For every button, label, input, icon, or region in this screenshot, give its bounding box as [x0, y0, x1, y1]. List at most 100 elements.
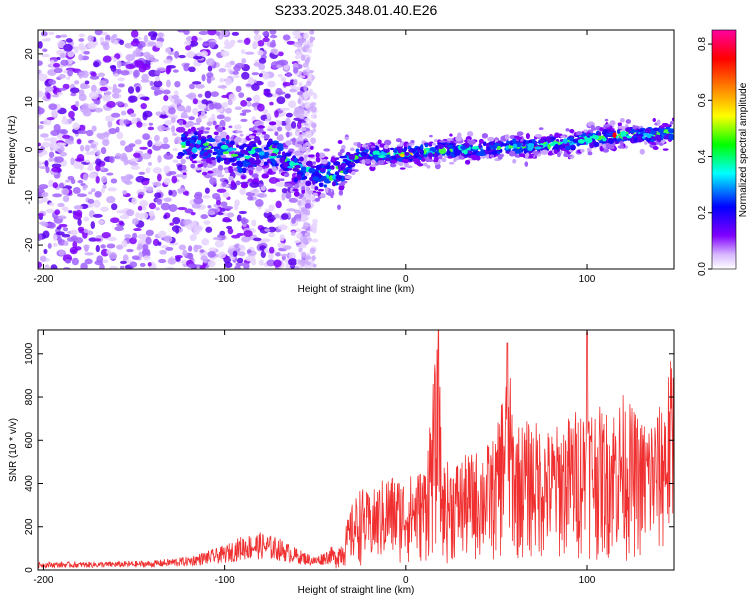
spectrogram-cell — [282, 162, 289, 169]
spectrogram-cell — [154, 76, 160, 82]
spectrogram-cell — [390, 147, 394, 151]
spectrogram-cell — [306, 232, 311, 238]
spectrogram-cell — [541, 149, 549, 155]
spectrogram-cell — [253, 34, 262, 42]
spectrogram-cell — [642, 132, 649, 136]
spectrogram-cell — [218, 68, 227, 73]
spectrogram-cell — [127, 86, 135, 94]
spectrogram-cell — [62, 115, 67, 122]
spectrogram-cell — [48, 202, 55, 207]
spectrogram-cell — [56, 91, 63, 96]
spectrogram-cell — [275, 181, 286, 188]
spectrogram-cell — [130, 157, 139, 162]
spectrogram-cell — [242, 167, 247, 174]
x-tick-label: 0 — [403, 274, 409, 285]
spectrogram-cell — [250, 257, 257, 266]
spectrogram-cell — [198, 30, 209, 35]
spectrogram-cell — [639, 148, 645, 155]
spectrogram-cell — [157, 124, 166, 132]
spectrogram-cell — [268, 246, 275, 254]
spectrogram-cell — [410, 139, 415, 144]
spectrogram-cell — [205, 157, 212, 164]
spectrogram-cell — [238, 92, 245, 98]
spectrogram-cell — [100, 175, 108, 184]
spectrogram-cell — [348, 168, 353, 173]
spectrogram-cell — [289, 88, 297, 93]
spectrogram-cell — [602, 143, 607, 149]
spectrogram-cell — [439, 140, 447, 143]
spectrogram-cell — [616, 138, 623, 142]
figure-title: S233.2025.348.01.40.E26 — [275, 2, 438, 18]
spectrogram-cell — [624, 145, 629, 149]
spectrogram-cell — [207, 30, 217, 36]
colorbar: 0.0 0.2 0.4 0.6 0.8 Normalized spectral ampl… — [697, 29, 749, 276]
spectrogram-cell — [249, 78, 255, 85]
spectrogram-cell — [607, 138, 615, 145]
spectrogram-cell — [235, 85, 242, 93]
spectrogram-cell — [44, 86, 54, 92]
spectrogram-cell — [268, 232, 276, 238]
spectrogram-cell — [119, 214, 130, 220]
spectrogram-cell — [305, 150, 310, 155]
spectrogram-cell — [210, 76, 216, 81]
spectrogram-cell — [172, 216, 181, 225]
spectrogram-cell — [235, 130, 243, 134]
colorbar-tick-label: 0.0 — [697, 262, 708, 276]
spectrogram-cell — [183, 172, 187, 176]
spectrogram-cell — [52, 182, 59, 189]
spectrogram-cell — [160, 143, 171, 150]
spectrogram-cell — [308, 91, 316, 96]
spectrogram-cell — [178, 54, 186, 59]
spectrogram-cell — [301, 46, 307, 52]
spectrogram-cell — [162, 59, 173, 64]
spectrogram-cell — [52, 242, 58, 248]
spectrogram-cell — [312, 192, 318, 196]
spectrogram-cell — [243, 230, 253, 237]
spectrogram-cell — [377, 159, 385, 166]
spectrogram-cell — [309, 39, 314, 44]
spectrogram-cell — [370, 164, 377, 168]
spectrogram-cell — [203, 151, 209, 157]
spectrogram-cell — [52, 193, 63, 198]
spectrogram-cell — [216, 158, 221, 163]
spectrogram-cell — [446, 137, 453, 141]
spectrogram-cell — [168, 189, 173, 196]
spectrogram-cell — [383, 144, 389, 150]
spectrogram-cell — [310, 202, 315, 208]
y-tick-label: 1000 — [24, 342, 35, 365]
spectrogram-cell — [55, 34, 62, 39]
spectrogram-cell — [304, 122, 309, 126]
spectrogram-cell — [275, 163, 279, 167]
spectrogram-cell — [178, 120, 184, 126]
spectrogram-cell — [165, 67, 171, 75]
spectrogram-cell — [94, 30, 103, 36]
spectrogram-cell — [285, 140, 292, 146]
spectrogram-cell — [357, 142, 362, 148]
spectrogram-cell — [577, 138, 585, 144]
spectrogram-cell — [384, 139, 392, 146]
spectrogram-cell — [311, 122, 317, 129]
spectrogram-cell — [74, 45, 79, 54]
spectrogram-cell — [236, 214, 242, 222]
spectrogram-cell — [219, 78, 225, 83]
spectrogram-cell — [108, 128, 118, 135]
spectrogram-cell — [292, 30, 302, 37]
spectrogram-cell — [547, 143, 551, 150]
spectrogram-cell — [303, 32, 309, 39]
spectrogram-cell — [553, 146, 559, 150]
spectrogram-cell — [424, 143, 429, 148]
spectrogram-cell — [147, 262, 152, 267]
spectrogram-cell — [263, 133, 270, 140]
spectrogram-cell — [330, 192, 334, 199]
spectrogram-cell — [50, 130, 60, 136]
spectrogram-cell — [63, 206, 69, 213]
spectrogram-cell — [485, 153, 490, 159]
spectrogram-cell — [75, 157, 85, 162]
spectrogram-cell — [315, 152, 320, 159]
spectrogram-cell — [261, 173, 269, 179]
spectrogram-cell — [174, 80, 181, 88]
spectrogram-cell — [344, 136, 350, 140]
colorbar-tick-label: 0.4 — [697, 149, 708, 163]
colorbar-tick-label: 0.8 — [697, 37, 708, 51]
spectrogram-cell — [214, 239, 224, 248]
